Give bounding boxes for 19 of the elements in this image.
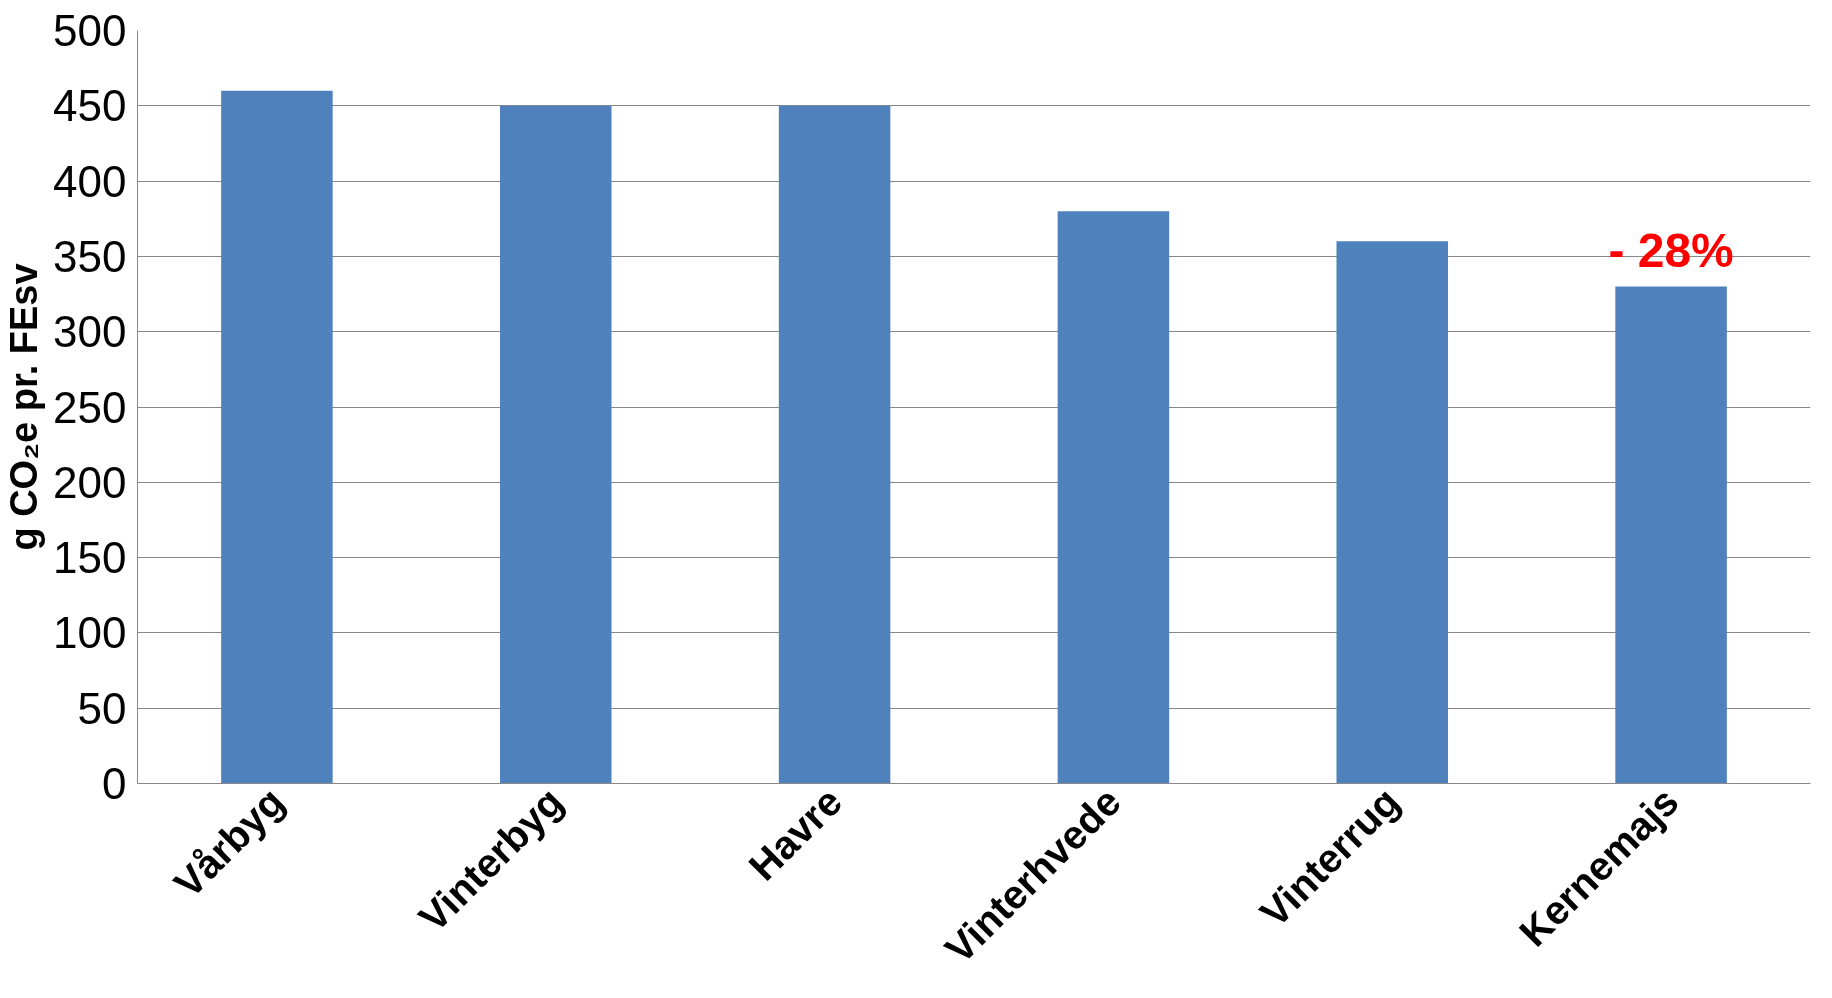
y-tick-label: 150	[53, 533, 127, 583]
bar	[1336, 241, 1449, 784]
y-tick-label: 0	[102, 759, 127, 808]
y-tick-label: 100	[53, 608, 127, 658]
bar	[778, 105, 891, 784]
y-tick-label: 50	[77, 683, 127, 733]
bar	[499, 105, 612, 784]
bar	[1615, 286, 1727, 784]
bar	[221, 90, 333, 784]
y-tick-label: 400	[53, 156, 127, 206]
y-axis-title: g CO₂e pr. FEsv	[3, 263, 46, 551]
annotation: - 28%	[1608, 223, 1734, 277]
y-tick-label: 300	[53, 307, 127, 357]
y-tick-label: 450	[53, 81, 127, 131]
y-tick-label: 250	[53, 382, 127, 432]
y-tick-label: 350	[53, 231, 127, 281]
y-tick-label: 200	[53, 457, 127, 507]
bar	[1057, 211, 1170, 784]
y-tick-label: 500	[53, 6, 127, 55]
